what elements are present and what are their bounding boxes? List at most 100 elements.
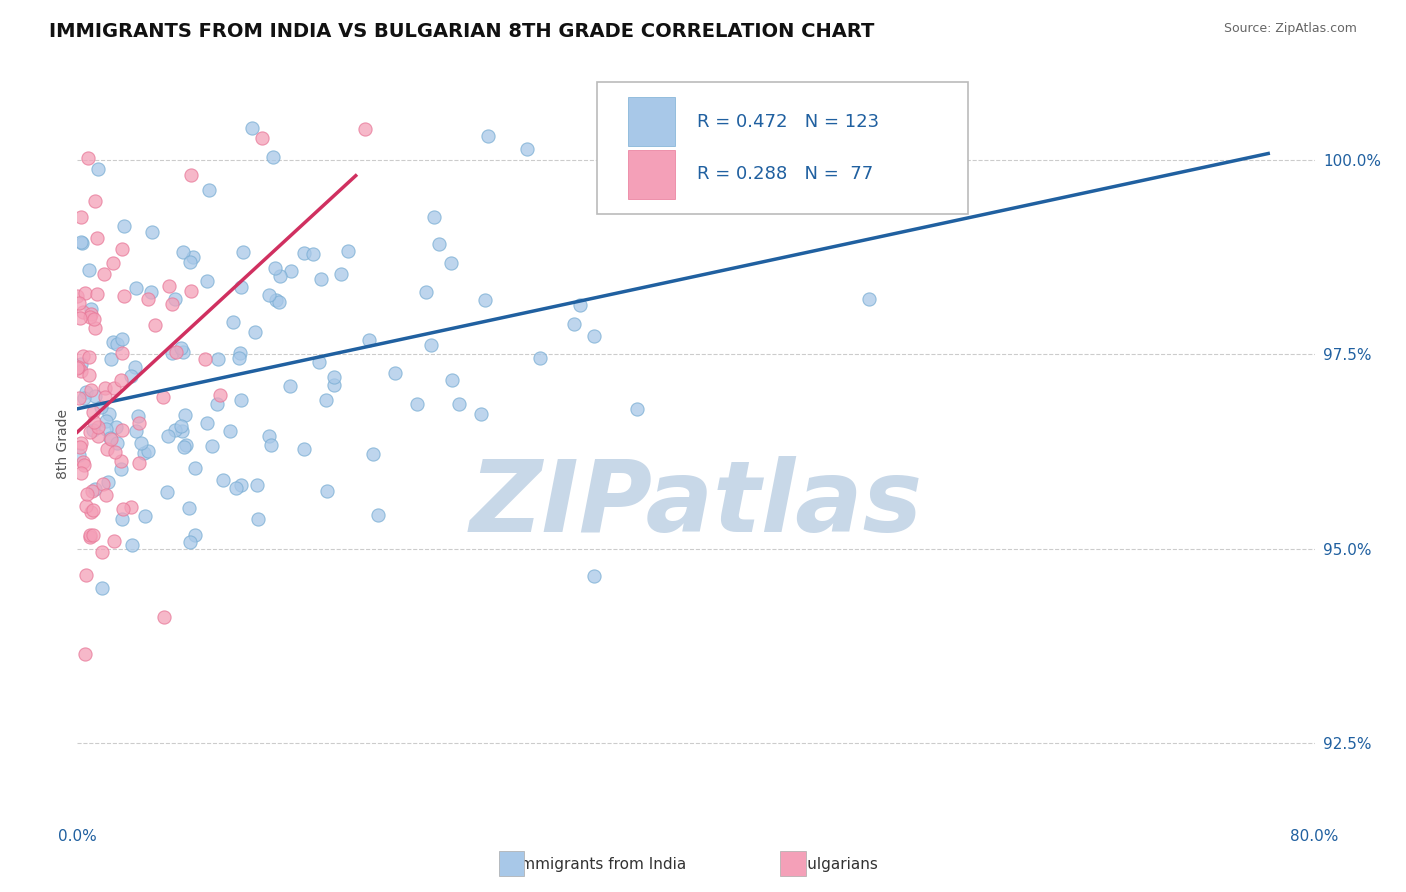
Point [91,477,114,491]
Point [77,151,100,165]
Point [582,569,605,583]
Point [97,407,120,421]
Point [91,581,114,595]
Point [263,261,285,276]
Point [243,325,266,339]
Point [136,443,159,458]
Point [66,360,89,375]
Point [583,328,606,343]
Point [562,317,585,331]
Text: ZIPatlas: ZIPatlas [470,456,922,552]
Point [77,263,100,277]
Point [152,609,174,624]
Point [87,420,110,434]
Point [111,242,134,256]
Point [278,379,301,393]
Point [128,417,150,431]
Point [361,447,384,461]
Point [143,318,166,333]
Point [104,419,127,434]
Point [229,478,252,492]
Point [165,345,187,359]
Point [75,647,97,661]
Point [201,439,224,453]
Point [79,310,101,325]
Point [83,194,105,209]
Point [301,247,323,261]
Point [173,408,195,422]
Point [225,481,247,495]
Point [91,544,114,558]
Point [323,370,346,384]
Point [94,488,117,502]
Point [101,256,124,270]
Point [70,210,93,224]
Point [70,236,93,251]
Point [858,292,880,306]
Point [384,367,406,381]
Point [80,307,103,321]
Text: Bulgarians: Bulgarians [787,857,879,872]
Point [354,121,377,136]
Point [82,405,104,419]
Point [474,293,496,308]
Point [94,422,117,436]
Point [162,345,184,359]
Point [163,292,186,306]
Point [141,225,163,239]
Point [247,511,270,525]
Point [82,527,104,541]
Point [96,414,118,428]
Point [170,341,193,355]
Point [139,285,162,299]
Point [72,349,94,363]
Point [330,268,353,282]
Point [157,279,180,293]
Point [111,423,134,437]
Point [181,250,204,264]
Point [172,345,194,359]
Point [83,482,105,496]
Point [79,528,101,542]
Point [84,321,107,335]
Point [75,286,97,301]
Point [75,385,97,400]
Point [70,466,93,480]
Point [309,272,332,286]
Point [231,280,253,294]
Point [79,425,101,440]
Point [134,445,156,459]
Point [422,210,444,224]
Point [569,298,592,312]
FancyBboxPatch shape [628,97,675,146]
Point [69,311,91,326]
Y-axis label: 8th Grade: 8th Grade [56,409,70,479]
Point [222,315,245,329]
Point [112,289,135,303]
Point [184,461,207,475]
Point [179,535,201,549]
Point [260,438,283,452]
Point [447,397,470,411]
Point [179,255,201,269]
Point [626,401,648,416]
Point [127,409,149,424]
Point [67,296,90,310]
Point [104,445,127,459]
Point [173,441,195,455]
Point [240,120,263,135]
Point [174,438,197,452]
Point [70,364,93,378]
Point [70,436,93,450]
Text: R = 0.472   N = 123: R = 0.472 N = 123 [697,112,879,130]
Point [77,350,100,364]
Point [80,384,103,398]
Point [76,486,98,500]
Point [124,360,146,375]
Point [259,288,281,302]
Point [79,368,101,382]
Point [82,502,104,516]
Point [315,393,337,408]
Point [80,483,103,498]
Point [138,292,160,306]
